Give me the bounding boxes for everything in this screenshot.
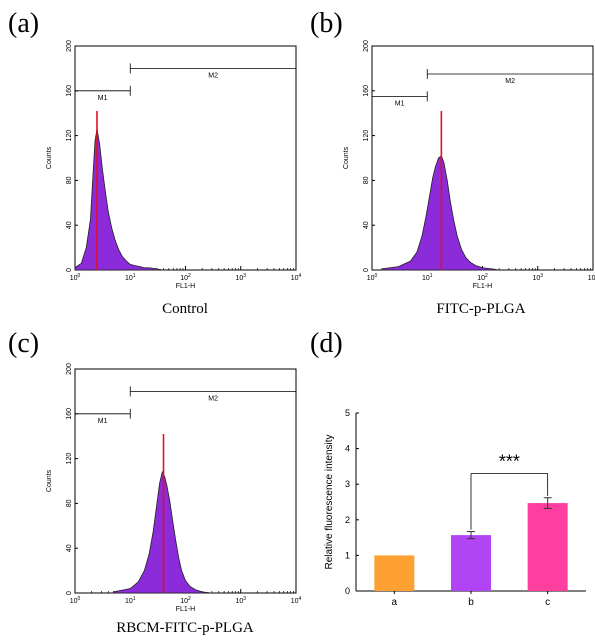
y-tick-label: 3 — [345, 479, 350, 489]
y-tick-label: 80 — [66, 176, 73, 184]
y-axis-label: Counts — [46, 146, 53, 169]
panel-d-label: (d) — [310, 328, 343, 359]
y-tick-label: 200 — [66, 40, 73, 52]
x-tick-label: 102 — [180, 596, 191, 605]
y-tick-label: 80 — [66, 499, 73, 507]
bar-b — [451, 535, 491, 591]
y-tick-label: 120 — [363, 130, 370, 142]
x-axis-label: FL1-H — [473, 283, 492, 290]
bar-chart-panel-d: 0 1 2 3 4 5 Relative fluorescence intensity a b c… — [324, 408, 586, 608]
histogram-panel-c: 0 40 80 120 160 200 Counts 100 101 102 103 104 FL1-H… — [46, 363, 302, 613]
y-tick-label: 120 — [66, 453, 73, 465]
plot-frame — [74, 368, 297, 594]
x-tick-label: 103 — [235, 273, 246, 282]
significance-label: *** — [499, 452, 520, 472]
y-axis-label: Counts — [343, 146, 350, 169]
x-tick-label: 100 — [70, 596, 81, 605]
gate-label-m2: M2 — [208, 395, 218, 402]
x-axis-label: FL1-H — [176, 283, 195, 290]
y-tick-label: 0 — [66, 591, 73, 595]
panel-b-label: (b) — [310, 8, 343, 39]
y-tick-label: 0 — [363, 268, 370, 272]
histogram-area — [74, 128, 164, 271]
x-tick-label: 102 — [180, 273, 191, 282]
y-tick-label: 40 — [66, 221, 73, 229]
y-tick-label: 120 — [66, 130, 73, 142]
panel-a-caption: Control — [162, 301, 208, 317]
x-tick-label: 101 — [422, 273, 433, 282]
x-axis-label: FL1-H — [176, 606, 195, 613]
x-tick-label: 104 — [588, 273, 595, 282]
plot-frame — [371, 45, 594, 271]
histogram-panel-a: 0 40 80 120 160 200 Counts 100 101 102 103 104 FL1-H… — [46, 40, 302, 290]
y-tick-label: 80 — [363, 176, 370, 184]
y-tick-label: 160 — [363, 85, 370, 97]
panel-a-label: (a) — [8, 8, 40, 39]
y-tick-label: 40 — [66, 544, 73, 552]
gate-label-m2: M2 — [505, 78, 515, 85]
y-axis-label: Relative fluorescence intensity — [324, 434, 335, 569]
x-tick-label: 104 — [291, 273, 302, 282]
gate-label-m1: M1 — [395, 100, 405, 107]
y-tick-label: 0 — [66, 268, 73, 272]
y-tick-label: 160 — [66, 408, 73, 420]
x-tick-label: 103 — [532, 273, 543, 282]
x-tick-label: a — [392, 597, 398, 608]
panel-b-caption: FITC-p-PLGA — [436, 301, 526, 317]
y-tick-label: 200 — [66, 363, 73, 375]
panel-c-label: (c) — [8, 328, 40, 359]
gate-label-m1: M1 — [98, 95, 108, 102]
x-tick-label: 100 — [70, 273, 81, 282]
y-tick-label: 2 — [345, 515, 350, 525]
x-tick-label: 101 — [125, 273, 136, 282]
y-tick-label: 0 — [345, 586, 350, 596]
x-tick-label: 101 — [125, 596, 136, 605]
y-tick-label: 5 — [345, 408, 350, 418]
y-tick-label: 4 — [345, 444, 350, 454]
x-tick-label: 103 — [235, 596, 246, 605]
panel-c-caption: RBCM-FITC-p-PLGA — [116, 620, 254, 636]
histogram-panel-b: 0 40 80 120 160 200 Counts 100 101 102 103 104 FL1-H… — [343, 40, 595, 290]
y-tick-label: 200 — [363, 40, 370, 52]
x-tick-label: c — [545, 597, 550, 608]
x-tick-label: 104 — [291, 596, 302, 605]
y-tick-label: 160 — [66, 85, 73, 97]
gate-label-m1: M1 — [98, 418, 108, 425]
gate-label-m2: M2 — [208, 72, 218, 79]
y-axis-label: Counts — [46, 469, 53, 492]
y-tick-label: 1 — [345, 550, 350, 560]
x-tick-label: b — [468, 597, 474, 608]
bar-c — [527, 503, 568, 591]
bar-a — [374, 555, 415, 591]
x-tick-label: 100 — [367, 273, 378, 282]
y-tick-label: 40 — [363, 221, 370, 229]
x-tick-label: 102 — [477, 273, 488, 282]
histogram-area — [381, 155, 500, 271]
